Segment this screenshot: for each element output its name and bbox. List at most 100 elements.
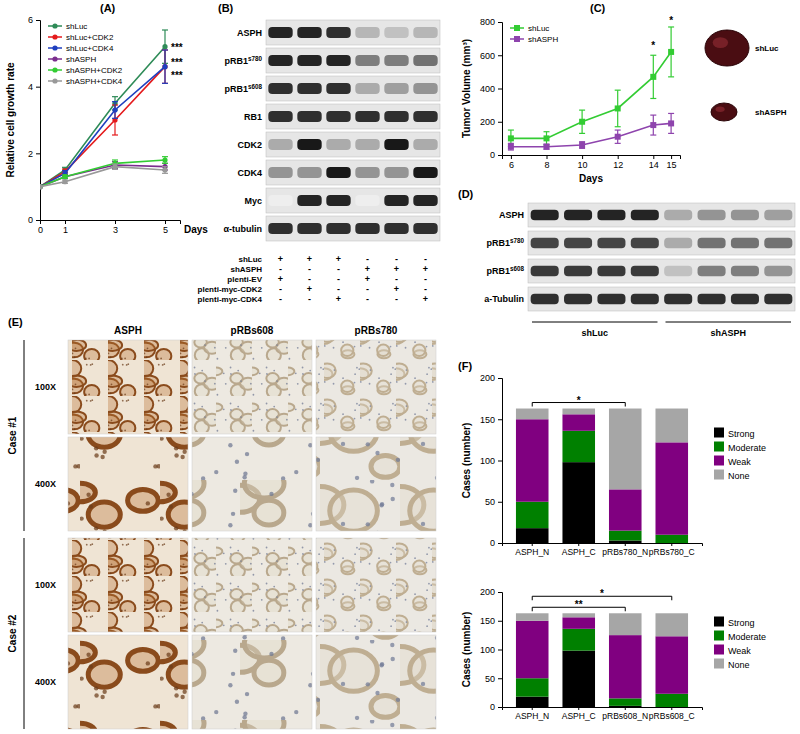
error-bar [62,180,68,183]
error-cap [615,129,621,130]
condition-label: plenti-myc-CDK4 [198,295,263,304]
y-axis-title: Cases (number) [461,423,472,499]
blot-band [297,139,321,150]
data-point [40,184,43,189]
x-tick-label: 10 [578,160,588,170]
blot-row-label: ASPH [499,210,524,220]
blot-band [268,55,292,66]
blot-row-label: pRB1s608 [224,82,262,94]
y-tick-label: 4 [28,82,33,92]
blot-b: ASPHpRB1s780pRB1s608RB1CDK2CDK4Mycα-tubu… [198,20,440,304]
error-cap [162,83,168,84]
blot-band [413,27,437,38]
x-tick-label: pRBs608_N [602,711,648,721]
condition-label: shLuc [238,255,262,264]
condition-mark: - [366,284,369,294]
x-tick: pRBs780_C [649,543,695,557]
blot-band [631,238,659,249]
condition-mark: + [307,254,312,264]
ihc-image [68,635,188,729]
bar-segment [516,419,549,502]
blot-band [631,294,659,305]
condition-mark: - [337,264,340,274]
tick-mark [498,678,502,679]
bar-segment [655,442,688,534]
error-bar [112,164,118,169]
chart: 02004006008006810121415Tumor Volume (mm³… [461,15,681,184]
error-bar [579,110,585,133]
blot-band [531,294,559,305]
y-tick-label: 200 [480,373,495,383]
condition-mark: - [337,284,340,294]
y-tick-label: 100 [480,456,495,466]
blot-band [764,266,792,277]
legend-label: Moderate [728,632,766,642]
label-main: ASPH [499,210,524,220]
ihc-column-header: pRBs780 [355,325,398,336]
condition-mark: - [424,274,427,284]
condition-mark: - [395,254,398,264]
error-cap [162,29,168,30]
tumor-highlight [716,107,725,112]
blot-strip [266,160,440,185]
blot-band [297,111,321,122]
tick-mark [36,153,40,154]
blot-band [764,238,792,249]
x-tick-label: 0 [38,225,43,235]
blot-band [664,210,692,221]
case-bracket [24,340,25,531]
legend: shLucshLuc+CDK2shLuc+CDK4shASPHshASPH+CD… [48,22,123,86]
tick-mark [498,650,502,651]
blot-band [764,294,792,305]
tick-mark [511,155,512,159]
y-tick: 800 [480,17,502,27]
tick-mark [498,592,502,593]
blot-row-label: CDK2 [237,140,262,150]
label-main: ASPH [237,28,262,38]
blot-band [413,111,437,122]
error-bar [544,132,550,145]
annotation: *** [171,42,183,53]
label-sup: s780 [248,54,263,61]
figure: (A)(B)(C)(D)(E)(F)02460135Relative cell … [0,0,800,734]
blot-band [326,167,350,178]
axis-line [503,544,703,547]
series-line [40,67,165,187]
x-axis: ASPH_NASPH_CpRBs608_NpRBs608_C [503,707,703,721]
legend-swatch [714,428,724,438]
label-main: α-tubulin [223,224,262,234]
blot-band [268,139,292,150]
error-bar [650,55,656,98]
error-cap [112,101,118,102]
blot-band [384,55,408,66]
x-tick: 3 [113,220,118,235]
blot-band [631,266,659,277]
panel-label: (D) [458,188,474,200]
condition-label: plenti-myc-CDK2 [198,285,263,294]
series-line [40,160,165,187]
blot-band [597,294,625,305]
ihc-image [192,437,312,531]
y-tick: 6 [28,15,40,25]
y-tick: 100 [480,456,502,466]
data-point [615,134,621,140]
legend-marker [52,78,57,83]
ihc-image [192,635,312,729]
annotation: * [651,40,655,51]
y-tick: 400 [480,84,502,94]
x-tick-label: 8 [544,160,549,170]
y-tick: 50 [485,497,502,507]
label-sup: s608 [248,82,263,89]
plot-area [40,30,168,189]
error-cap [615,126,621,127]
error-cap [650,134,656,135]
y-tick: 0 [28,215,40,225]
bar-segment [609,531,642,541]
bar-segment [655,409,688,443]
y-axis-title: Cases (number) [461,612,472,688]
error-bar [668,113,674,133]
tick-mark [498,155,502,156]
legend: StrongModerateWeakNone [714,428,766,481]
blot-band [384,139,408,150]
bar-segment [562,651,595,707]
